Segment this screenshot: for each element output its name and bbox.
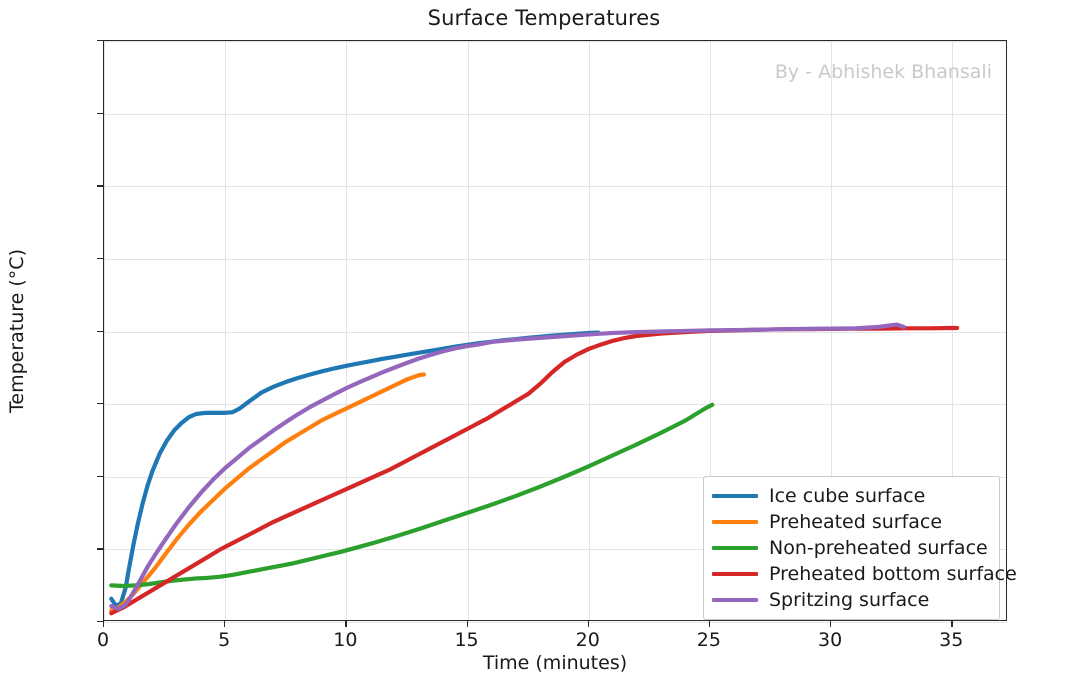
page-title: Surface Temperatures — [427, 6, 661, 30]
y-axis-label: Temperature (°C) — [6, 248, 28, 413]
gridline-vertical — [952, 41, 954, 620]
y-tick-mark — [97, 475, 103, 478]
x-tick-mark — [103, 621, 105, 627]
gridline-vertical — [588, 41, 590, 620]
legend-item[interactable]: Spritzing surface — [712, 587, 989, 613]
gridline-horizontal — [104, 113, 1006, 115]
y-tick-mark — [97, 403, 103, 405]
x-tick-label: 5 — [218, 629, 231, 651]
x-tick-label: 35 — [939, 629, 964, 651]
legend-item[interactable]: Preheated bottom surface — [712, 561, 1017, 587]
legend-color-swatch — [712, 572, 758, 576]
x-tick-mark — [466, 621, 468, 627]
x-tick-label: 15 — [454, 629, 479, 651]
x-tick-mark — [708, 621, 711, 627]
gridline-vertical — [467, 41, 469, 620]
y-tick-mark — [97, 40, 103, 42]
gridline-horizontal — [104, 622, 1006, 623]
series-line — [109, 322, 906, 612]
legend: Ice cube surface Preheated surface Non-pre… — [703, 476, 1017, 620]
y-tick-mark — [97, 621, 103, 623]
x-tick-mark — [345, 621, 347, 627]
y-axis-label-wrap: Temperature (°C) — [0, 40, 34, 621]
plot-area: By - Abhishek Bhansali — [103, 40, 1007, 623]
legend-label: Ice cube surface — [769, 485, 926, 507]
gridline-horizontal — [104, 476, 1006, 478]
legend-color-swatch — [712, 494, 758, 498]
legend-item[interactable]: Ice cube surface — [712, 483, 989, 509]
series-line — [109, 330, 601, 609]
y-tick-mark — [97, 548, 103, 550]
series-lines — [109, 322, 960, 616]
series-line — [109, 402, 715, 589]
legend-item[interactable]: Non-preheated surface — [712, 535, 989, 561]
legend-label: Preheated bottom surface — [769, 563, 1017, 585]
gridline-horizontal — [104, 41, 1006, 42]
series-line — [109, 372, 427, 613]
gridline-horizontal — [104, 404, 1006, 406]
gridline-horizontal — [104, 186, 1006, 188]
y-tick-mark — [97, 330, 103, 332]
legend-label: Non-preheated surface — [769, 537, 988, 559]
legend-item[interactable]: Preheated surface — [712, 509, 989, 535]
x-axis-label: Time (minutes) — [482, 652, 628, 674]
legend-label: Spritzing surface — [769, 589, 930, 611]
legend-label: Preheated surface — [769, 511, 943, 533]
gridline-horizontal — [104, 258, 1006, 260]
watermark: By - Abhishek Bhansali — [774, 61, 992, 83]
x-tick-mark — [830, 621, 832, 627]
y-tick-mark — [97, 112, 103, 114]
gridline-vertical — [104, 41, 105, 620]
x-tick-mark — [951, 621, 953, 627]
legend-color-swatch — [712, 520, 758, 524]
x-tick-label: 30 — [817, 629, 843, 651]
y-tick-mark — [97, 257, 103, 260]
x-tick-label: 25 — [696, 629, 721, 651]
x-tick-label: 0 — [96, 629, 110, 651]
x-tick-mark — [224, 621, 226, 627]
legend-color-swatch — [712, 598, 758, 602]
gridline-vertical — [346, 41, 348, 620]
gridline-horizontal — [104, 331, 1006, 333]
x-tick-mark — [587, 621, 590, 627]
x-tick-label: 20 — [575, 629, 600, 651]
y-tick-mark — [97, 185, 103, 187]
x-tick-label: 10 — [333, 629, 358, 651]
gridline-vertical — [225, 41, 227, 620]
legend-color-swatch — [712, 546, 758, 550]
gridline-horizontal — [104, 549, 1006, 551]
